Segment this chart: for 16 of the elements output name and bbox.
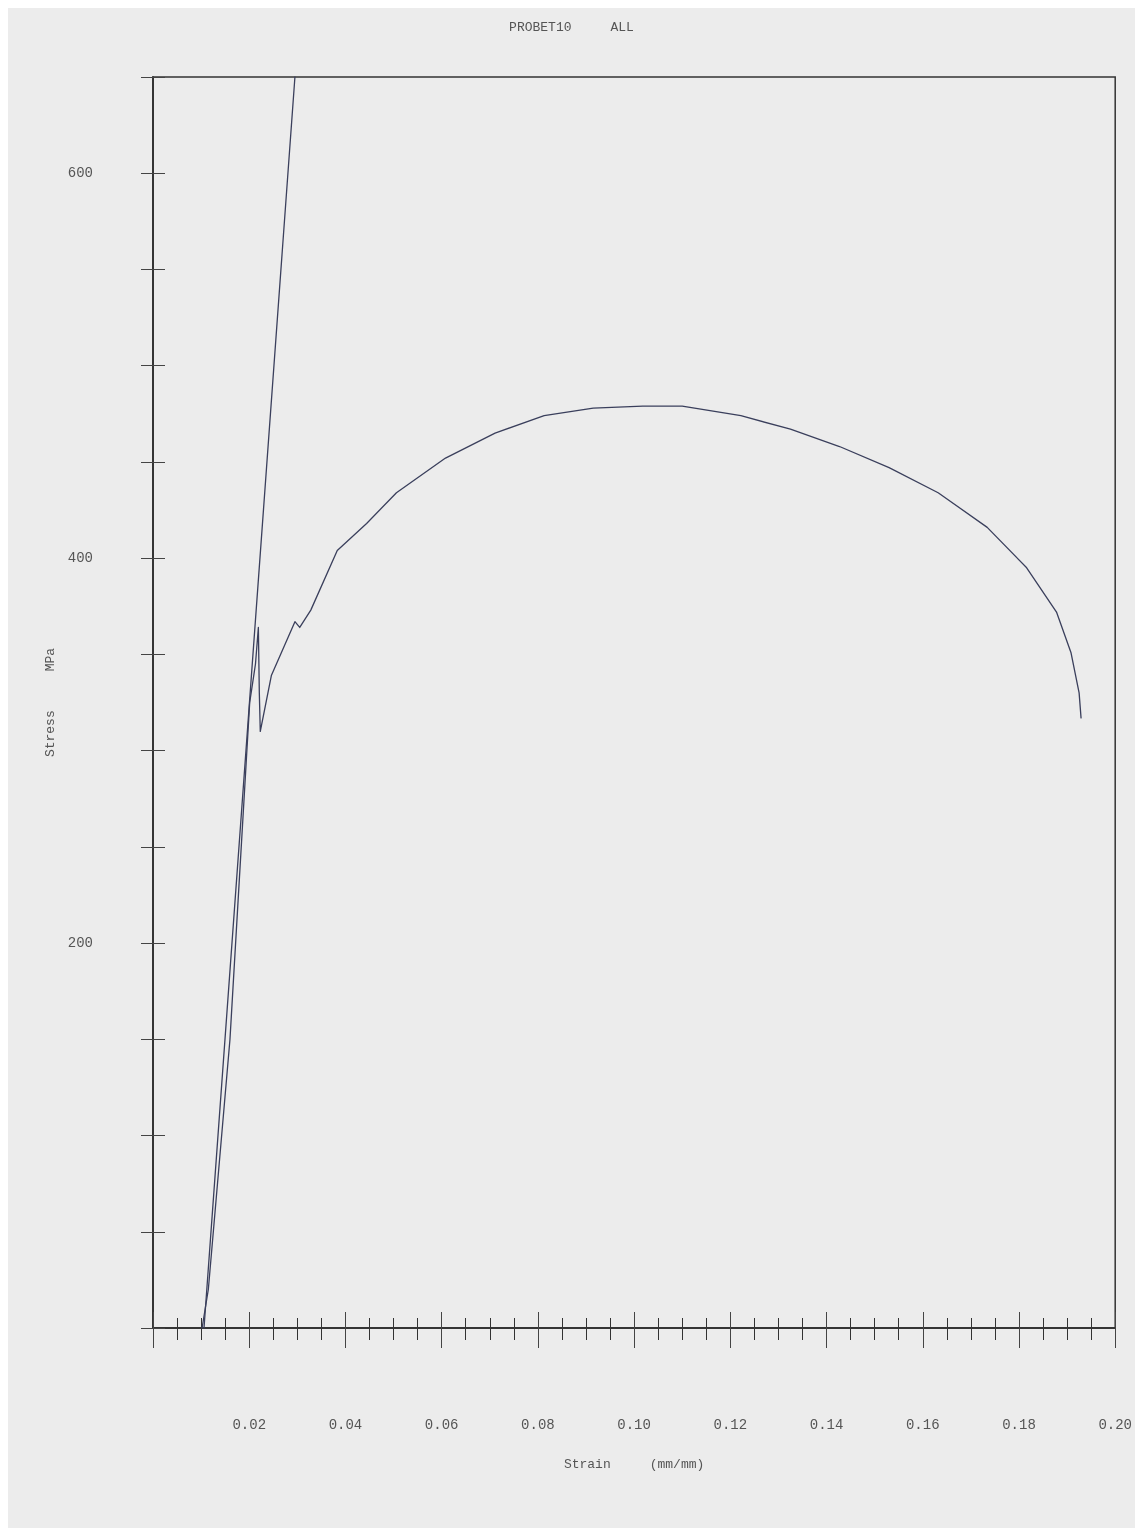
y-tick-label: 200: [67, 935, 93, 952]
x-tick-label: 0.16: [905, 1417, 940, 1433]
x-tick-label: 0.04: [328, 1417, 363, 1433]
y-axis-title: Stress MPa: [42, 647, 58, 758]
x-tick-label: 0.14: [809, 1417, 844, 1433]
x-tick-label: 0.20: [1098, 1417, 1132, 1433]
x-tick-label: 0.18: [1002, 1417, 1036, 1433]
x-tick-label: 0.06: [424, 1417, 459, 1433]
x-tick-label: 0.08: [521, 1417, 555, 1433]
chart-title: PROBET10 ALL: [509, 20, 634, 35]
x-tick-label: 0.02: [232, 1417, 267, 1433]
x-tick-label: 0.12: [713, 1417, 748, 1433]
y-tick-label: 600: [67, 165, 93, 182]
x-axis-title: Strain (mm/mm): [563, 1457, 705, 1472]
y-tick-label: 400: [67, 550, 93, 567]
x-tick-label: 0.10: [617, 1417, 651, 1433]
